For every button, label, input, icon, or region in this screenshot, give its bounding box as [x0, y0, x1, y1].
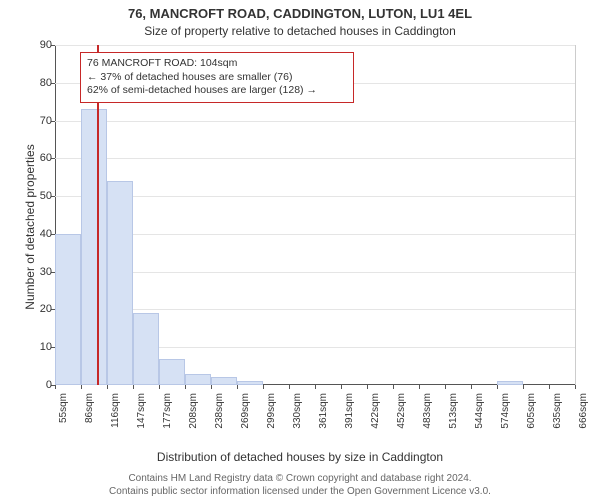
y-tick-label: 30 [22, 266, 52, 278]
x-tick [497, 385, 498, 389]
x-tick-label: 299sqm [266, 393, 277, 453]
x-tick-label: 330sqm [292, 393, 303, 453]
histogram-bar [211, 377, 237, 385]
x-tick [393, 385, 394, 389]
x-tick-label: 269sqm [240, 393, 251, 453]
x-tick [367, 385, 368, 389]
x-tick [133, 385, 134, 389]
annotation-line1: 76 MANCROFT ROAD: 104sqm [87, 57, 347, 71]
y-tick-label: 80 [22, 77, 52, 89]
histogram-bar [237, 381, 263, 385]
histogram-bar [55, 234, 81, 385]
gridline [55, 272, 575, 273]
x-tick-label: 208sqm [188, 393, 199, 453]
page-subtitle: Size of property relative to detached ho… [0, 24, 600, 38]
footer-copyright: Contains HM Land Registry data © Crown c… [0, 473, 600, 484]
x-tick [549, 385, 550, 389]
x-tick-label: 361sqm [318, 393, 329, 453]
histogram-bar [497, 381, 523, 385]
x-tick [263, 385, 264, 389]
y-tick-label: 40 [22, 228, 52, 240]
x-tick-label: 513sqm [448, 393, 459, 453]
histogram-bar [159, 359, 185, 385]
histogram-bar [185, 374, 211, 385]
y-tick-label: 20 [22, 303, 52, 315]
x-tick [289, 385, 290, 389]
x-tick-label: 116sqm [110, 393, 121, 453]
x-tick [185, 385, 186, 389]
x-tick [445, 385, 446, 389]
x-tick [471, 385, 472, 389]
x-tick [341, 385, 342, 389]
gridline [55, 45, 575, 46]
y-tick-label: 90 [22, 39, 52, 51]
gridline [55, 234, 575, 235]
footer-licence: Contains public sector information licen… [0, 486, 600, 497]
y-tick-label: 10 [22, 341, 52, 353]
x-tick [315, 385, 316, 389]
x-tick [575, 385, 576, 389]
annotation-line2: ← 37% of detached houses are smaller (76… [87, 71, 347, 85]
histogram-bar [133, 313, 159, 385]
property-annotation-box: 76 MANCROFT ROAD: 104sqm ← 37% of detach… [80, 52, 354, 103]
histogram-bar [81, 109, 107, 385]
x-tick-label: 666sqm [578, 393, 589, 453]
y-tick-label: 60 [22, 152, 52, 164]
x-tick [237, 385, 238, 389]
y-tick-label: 70 [22, 115, 52, 127]
x-tick [211, 385, 212, 389]
gridline [55, 121, 575, 122]
y-tick-label: 50 [22, 190, 52, 202]
x-tick-label: 422sqm [370, 393, 381, 453]
x-tick-label: 635sqm [552, 393, 563, 453]
x-tick [81, 385, 82, 389]
x-tick-label: 177sqm [162, 393, 173, 453]
x-tick-label: 391sqm [344, 393, 355, 453]
x-tick [55, 385, 56, 389]
x-tick-label: 147sqm [136, 393, 147, 453]
page-title: 76, MANCROFT ROAD, CADDINGTON, LUTON, LU… [0, 6, 600, 21]
y-tick-label: 0 [22, 379, 52, 391]
x-tick-label: 483sqm [422, 393, 433, 453]
x-tick-label: 55sqm [58, 393, 69, 453]
x-tick-label: 544sqm [474, 393, 485, 453]
x-tick-label: 452sqm [396, 393, 407, 453]
x-tick-label: 86sqm [84, 393, 95, 453]
x-tick [159, 385, 160, 389]
x-tick-label: 605sqm [526, 393, 537, 453]
x-tick [419, 385, 420, 389]
x-tick [523, 385, 524, 389]
x-tick [107, 385, 108, 389]
gridline [55, 158, 575, 159]
gridline [55, 309, 575, 310]
histogram-bar [107, 181, 133, 385]
x-tick-label: 238sqm [214, 393, 225, 453]
x-tick-label: 574sqm [500, 393, 511, 453]
annotation-line3: 62% of semi-detached houses are larger (… [87, 84, 347, 98]
gridline [55, 196, 575, 197]
